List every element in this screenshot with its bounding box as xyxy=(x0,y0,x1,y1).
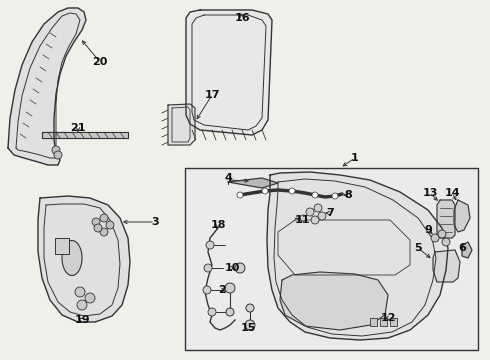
Polygon shape xyxy=(267,172,448,340)
Circle shape xyxy=(85,293,95,303)
Text: 6: 6 xyxy=(458,243,466,253)
Text: 1: 1 xyxy=(351,153,359,163)
Text: 19: 19 xyxy=(74,315,90,325)
Circle shape xyxy=(54,151,62,159)
Polygon shape xyxy=(8,8,86,165)
Circle shape xyxy=(203,286,211,294)
Bar xyxy=(185,168,478,350)
Text: 12: 12 xyxy=(380,313,396,323)
Text: 21: 21 xyxy=(70,123,86,133)
Text: 15: 15 xyxy=(240,323,256,333)
Circle shape xyxy=(245,320,255,330)
Polygon shape xyxy=(454,200,470,232)
Circle shape xyxy=(226,308,234,316)
Polygon shape xyxy=(462,242,472,258)
Circle shape xyxy=(311,216,319,224)
Ellipse shape xyxy=(62,240,82,275)
Circle shape xyxy=(237,192,243,198)
Text: 9: 9 xyxy=(424,225,432,235)
Circle shape xyxy=(52,146,60,154)
Text: 3: 3 xyxy=(151,217,159,227)
Text: 5: 5 xyxy=(414,243,422,253)
Polygon shape xyxy=(186,10,272,135)
Circle shape xyxy=(100,214,108,222)
Circle shape xyxy=(442,238,450,246)
Text: 17: 17 xyxy=(204,90,220,100)
Text: 18: 18 xyxy=(210,220,226,230)
Polygon shape xyxy=(433,250,460,282)
Polygon shape xyxy=(42,132,128,138)
Text: 20: 20 xyxy=(92,57,108,67)
Circle shape xyxy=(306,208,314,216)
Circle shape xyxy=(431,234,439,242)
Bar xyxy=(55,238,69,254)
Circle shape xyxy=(300,215,306,221)
Circle shape xyxy=(77,300,87,310)
Circle shape xyxy=(94,224,102,232)
Circle shape xyxy=(206,241,214,249)
Polygon shape xyxy=(38,196,130,322)
Text: 4: 4 xyxy=(224,173,232,183)
Text: 11: 11 xyxy=(294,215,310,225)
Polygon shape xyxy=(228,178,278,188)
Circle shape xyxy=(246,304,254,312)
Circle shape xyxy=(289,188,295,194)
Circle shape xyxy=(225,283,235,293)
Text: 13: 13 xyxy=(422,188,438,198)
Circle shape xyxy=(318,212,326,220)
Polygon shape xyxy=(280,272,388,330)
Polygon shape xyxy=(437,200,455,238)
Text: 7: 7 xyxy=(326,208,334,218)
Text: 2: 2 xyxy=(218,285,226,295)
Circle shape xyxy=(235,263,245,273)
Circle shape xyxy=(208,308,216,316)
Circle shape xyxy=(438,230,446,238)
Circle shape xyxy=(314,204,322,212)
Bar xyxy=(370,318,377,326)
Circle shape xyxy=(332,193,338,199)
Circle shape xyxy=(106,221,114,229)
Circle shape xyxy=(100,228,108,236)
Bar xyxy=(390,318,397,326)
Circle shape xyxy=(262,188,268,194)
Text: 8: 8 xyxy=(344,190,352,200)
Circle shape xyxy=(75,287,85,297)
Text: 10: 10 xyxy=(224,263,240,273)
Circle shape xyxy=(92,218,100,226)
Text: 16: 16 xyxy=(234,13,250,23)
Circle shape xyxy=(312,192,318,198)
Text: 14: 14 xyxy=(444,188,460,198)
Bar xyxy=(380,318,387,326)
Circle shape xyxy=(204,264,212,272)
Polygon shape xyxy=(168,104,195,145)
